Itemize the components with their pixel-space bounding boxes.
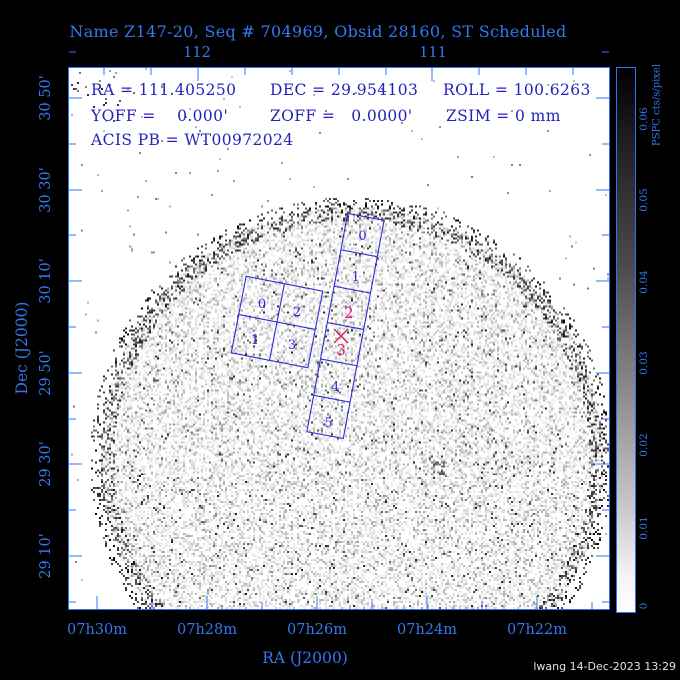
colorbar bbox=[616, 67, 636, 613]
ra-tick-label: 07h26m bbox=[287, 622, 347, 638]
acis-s-chip-label-active: 2 bbox=[344, 304, 354, 322]
acis-i-array[interactable] bbox=[230, 275, 324, 369]
credit-timestamp: lwang 14-Dec-2023 13:29 bbox=[533, 660, 676, 673]
info-dec: DEC = 29.954103 bbox=[270, 81, 419, 99]
colorbar-tick-label: 0.05 bbox=[638, 188, 650, 212]
ra-tick-label: 07h30m bbox=[67, 622, 127, 638]
acis-s-chip-label: 5 bbox=[324, 416, 332, 431]
colorbar-tick-label: 0 bbox=[638, 602, 650, 610]
ra-tick-label: 07h28m bbox=[177, 622, 237, 638]
dec-tick-label: 30 50' bbox=[38, 75, 54, 121]
info-ra: RA = 111.405250 bbox=[91, 81, 237, 99]
page-title: Name Z147-20, Seq # 704969, Obsid 28160,… bbox=[69, 22, 567, 41]
info-zsim: ZSIM = 0 mm bbox=[446, 107, 561, 125]
acis-s-chip-label-active: 3 bbox=[336, 341, 346, 359]
detector-overlay[interactable]: 0 2 1 3 0 1 2 3 4 5 bbox=[69, 68, 609, 609]
colorbar-tick-label: 0.03 bbox=[638, 351, 650, 375]
top-axis-label-112: 112 bbox=[183, 45, 211, 61]
sky-plot: 0 2 1 3 0 1 2 3 4 5 bbox=[68, 67, 610, 610]
x-axis-title: RA (J2000) bbox=[262, 649, 348, 667]
dec-tick-label: 30 30' bbox=[38, 167, 54, 213]
y-axis-title: Dec (J2000) bbox=[13, 301, 31, 395]
info-yoff: YOFF = 0.000' bbox=[91, 107, 229, 125]
acis-s-array[interactable] bbox=[306, 212, 385, 440]
top-axis-label-111: 111 bbox=[419, 45, 447, 61]
ra-tick-label: 07h22m bbox=[507, 622, 567, 638]
acis-s-chip-label: 1 bbox=[352, 270, 360, 285]
acis-i-chip-label: 1 bbox=[251, 333, 259, 348]
acis-i-chip-label: 3 bbox=[288, 338, 296, 353]
dec-tick-label: 29 10' bbox=[38, 533, 54, 579]
info-acis-pb: ACIS PB = WT00972024 bbox=[91, 131, 294, 149]
acis-s-chip-label: 0 bbox=[358, 229, 366, 244]
aimpoint-marker-icon bbox=[333, 328, 349, 344]
acis-s-chip-label: 4 bbox=[331, 380, 339, 395]
colorbar-tick-label: 0.06 bbox=[638, 107, 650, 131]
acis-i-chip-label: 2 bbox=[293, 305, 301, 320]
ra-tick-label: 07h24m bbox=[397, 622, 457, 638]
acis-i-chip-label: 0 bbox=[258, 297, 266, 312]
colorbar-tick-label: 0.04 bbox=[638, 270, 650, 294]
info-zoff: ZOFF = 0.0000' bbox=[270, 107, 413, 125]
colorbar-tick-label: 0.01 bbox=[638, 516, 650, 540]
dec-tick-label: 29 50' bbox=[38, 350, 54, 396]
colorbar-tick-label: 0.02 bbox=[638, 433, 650, 457]
dec-tick-label: 29 30' bbox=[38, 441, 54, 487]
colorbar-title: PSPC cts/s/pixel bbox=[651, 63, 663, 147]
dec-tick-label: 30 10' bbox=[38, 258, 54, 304]
info-roll: ROLL = 100.6263 bbox=[443, 81, 591, 99]
